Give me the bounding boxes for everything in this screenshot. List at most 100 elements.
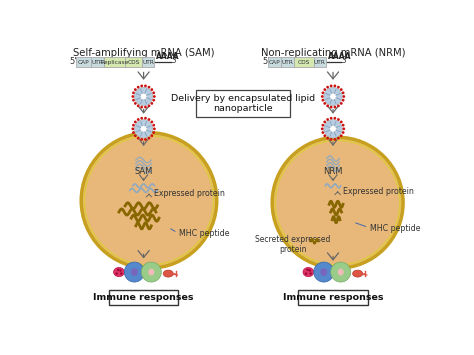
FancyBboxPatch shape <box>298 290 368 305</box>
Circle shape <box>323 135 326 137</box>
Circle shape <box>321 92 324 94</box>
Circle shape <box>337 86 340 88</box>
Circle shape <box>342 124 345 126</box>
Circle shape <box>144 106 147 109</box>
Circle shape <box>140 106 143 109</box>
Circle shape <box>137 86 139 88</box>
Text: 3': 3' <box>342 56 349 65</box>
Ellipse shape <box>320 268 327 276</box>
Circle shape <box>134 135 137 137</box>
Ellipse shape <box>163 270 173 277</box>
Circle shape <box>140 93 147 100</box>
Text: Immune responses: Immune responses <box>93 293 194 302</box>
Circle shape <box>153 127 156 130</box>
Circle shape <box>326 137 329 140</box>
Circle shape <box>323 102 326 105</box>
Circle shape <box>272 137 403 268</box>
Circle shape <box>152 92 155 94</box>
Circle shape <box>144 138 147 141</box>
Circle shape <box>137 137 139 140</box>
Circle shape <box>147 118 150 121</box>
Circle shape <box>321 99 324 102</box>
Text: 5': 5' <box>262 56 270 66</box>
Circle shape <box>152 99 155 102</box>
Circle shape <box>116 272 118 275</box>
Text: CAP: CAP <box>269 60 280 65</box>
Circle shape <box>324 87 342 106</box>
Circle shape <box>119 269 122 272</box>
Circle shape <box>331 262 351 282</box>
Circle shape <box>147 137 150 140</box>
Circle shape <box>134 88 137 91</box>
Circle shape <box>134 121 137 123</box>
Circle shape <box>140 84 143 87</box>
Circle shape <box>140 138 143 141</box>
Circle shape <box>134 87 153 106</box>
Circle shape <box>124 262 145 282</box>
Circle shape <box>340 88 343 91</box>
Text: UTR: UTR <box>91 60 103 65</box>
Circle shape <box>324 120 342 138</box>
Text: Non-replicating mRNA (NRM): Non-replicating mRNA (NRM) <box>261 48 405 58</box>
FancyBboxPatch shape <box>103 57 125 67</box>
Circle shape <box>305 272 307 275</box>
Circle shape <box>337 137 340 140</box>
Text: 5': 5' <box>70 56 77 66</box>
Circle shape <box>340 102 343 105</box>
Circle shape <box>321 131 324 134</box>
Circle shape <box>147 104 150 107</box>
Circle shape <box>321 127 324 130</box>
Text: CDS: CDS <box>298 60 310 65</box>
Circle shape <box>140 126 147 132</box>
Text: NRM: NRM <box>323 168 343 176</box>
Circle shape <box>326 118 329 121</box>
Ellipse shape <box>303 267 314 277</box>
Circle shape <box>150 102 153 105</box>
FancyBboxPatch shape <box>267 57 282 67</box>
Circle shape <box>137 118 139 121</box>
Circle shape <box>342 131 345 134</box>
Circle shape <box>150 88 153 91</box>
Text: UTR: UTR <box>282 60 293 65</box>
Circle shape <box>144 117 147 120</box>
FancyBboxPatch shape <box>314 57 326 67</box>
FancyBboxPatch shape <box>109 290 178 305</box>
Circle shape <box>337 104 340 107</box>
Circle shape <box>321 95 324 98</box>
Circle shape <box>323 88 326 91</box>
Circle shape <box>132 99 135 102</box>
FancyBboxPatch shape <box>282 57 294 67</box>
Circle shape <box>134 102 137 105</box>
Circle shape <box>330 117 333 120</box>
Circle shape <box>342 99 345 102</box>
Circle shape <box>131 127 134 130</box>
Circle shape <box>153 95 156 98</box>
Text: AAAA: AAAA <box>328 53 351 61</box>
Circle shape <box>132 92 135 94</box>
Circle shape <box>152 124 155 126</box>
Text: MHC peptide: MHC peptide <box>370 224 420 233</box>
Circle shape <box>334 106 336 109</box>
Circle shape <box>330 93 336 100</box>
Circle shape <box>330 138 333 141</box>
Circle shape <box>337 118 340 121</box>
Circle shape <box>310 272 312 275</box>
Circle shape <box>314 262 334 282</box>
Circle shape <box>340 135 343 137</box>
Text: Expressed protein: Expressed protein <box>343 187 414 196</box>
Circle shape <box>131 95 134 98</box>
Circle shape <box>321 124 324 126</box>
Ellipse shape <box>337 269 344 275</box>
Circle shape <box>326 104 329 107</box>
Circle shape <box>132 124 135 126</box>
Circle shape <box>137 104 139 107</box>
Text: SAM: SAM <box>135 168 153 176</box>
Text: MHC peptide: MHC peptide <box>179 229 229 238</box>
Circle shape <box>150 135 153 137</box>
Circle shape <box>81 133 217 268</box>
Circle shape <box>323 121 326 123</box>
Circle shape <box>326 86 329 88</box>
Circle shape <box>334 84 336 87</box>
FancyBboxPatch shape <box>142 57 155 67</box>
Ellipse shape <box>353 270 363 277</box>
